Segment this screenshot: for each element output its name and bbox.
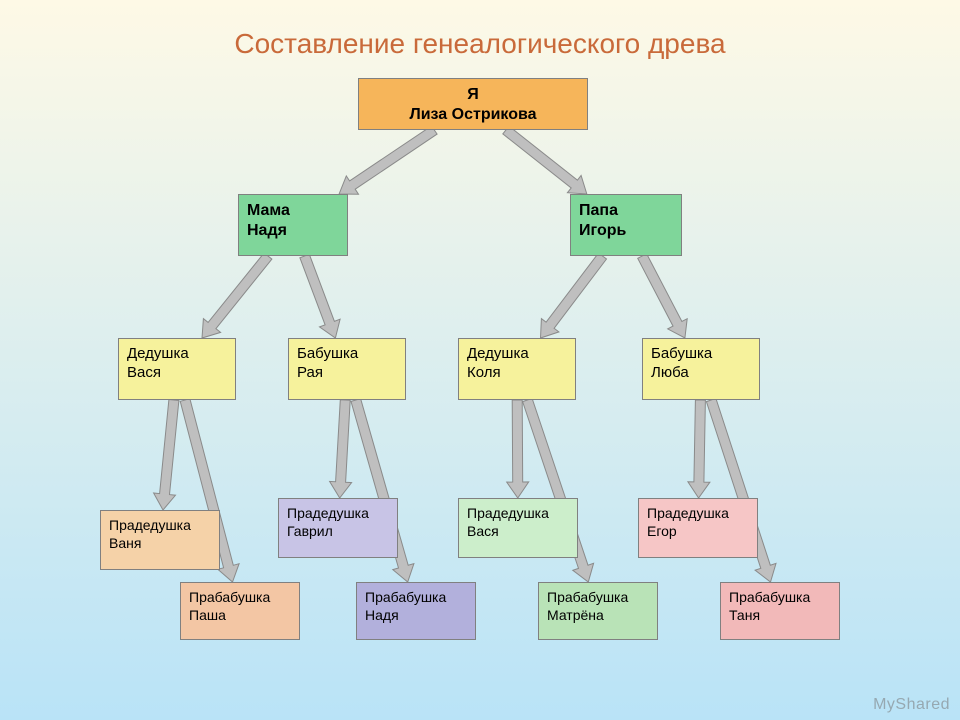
arrow-gp2-to-gg2 (330, 400, 352, 498)
arrow-gp4-to-gg4 (688, 400, 710, 498)
node-ggm2: Прабабушка Надя (356, 582, 476, 640)
node-self: Я Лиза Острикова (358, 78, 588, 130)
node-ggm4: Прабабушка Таня (720, 582, 840, 640)
node-gg3: Прадедушка Вася (458, 498, 578, 558)
node-gg1: Прадедушка Ваня (100, 510, 220, 570)
arrow-papa-to-gp3 (541, 253, 607, 338)
node-gg2: Прадедушка Гаврил (278, 498, 398, 558)
node-gp3: Дедушка Коля (458, 338, 576, 400)
arrow-gp3-to-gg3 (507, 400, 529, 498)
node-ggm1: Прабабушка Паша (180, 582, 300, 640)
arrow-papa-to-gp4 (638, 254, 688, 338)
arrow-self-to-papa (503, 126, 587, 194)
arrow-self-to-mama (339, 126, 437, 194)
arrow-gp1-to-gg1 (154, 400, 179, 511)
node-gp2: Бабушка Рая (288, 338, 406, 400)
node-gp1: Дедушка Вася (118, 338, 236, 400)
family-tree-diagram: Составление генеалогического древа Я Лиз… (0, 0, 960, 720)
node-mama: Мама Надя (238, 194, 348, 256)
node-ggm3: Прабабушка Матрёна (538, 582, 658, 640)
diagram-title: Составление генеалогического древа (0, 28, 960, 60)
watermark-text: MyShared (873, 696, 950, 714)
node-gp4: Бабушка Люба (642, 338, 760, 400)
node-gg4: Прадедушка Егор (638, 498, 758, 558)
arrow-mama-to-gp2 (300, 254, 340, 338)
node-papa: Папа Игорь (570, 194, 682, 256)
arrow-mama-to-gp1 (202, 253, 272, 338)
